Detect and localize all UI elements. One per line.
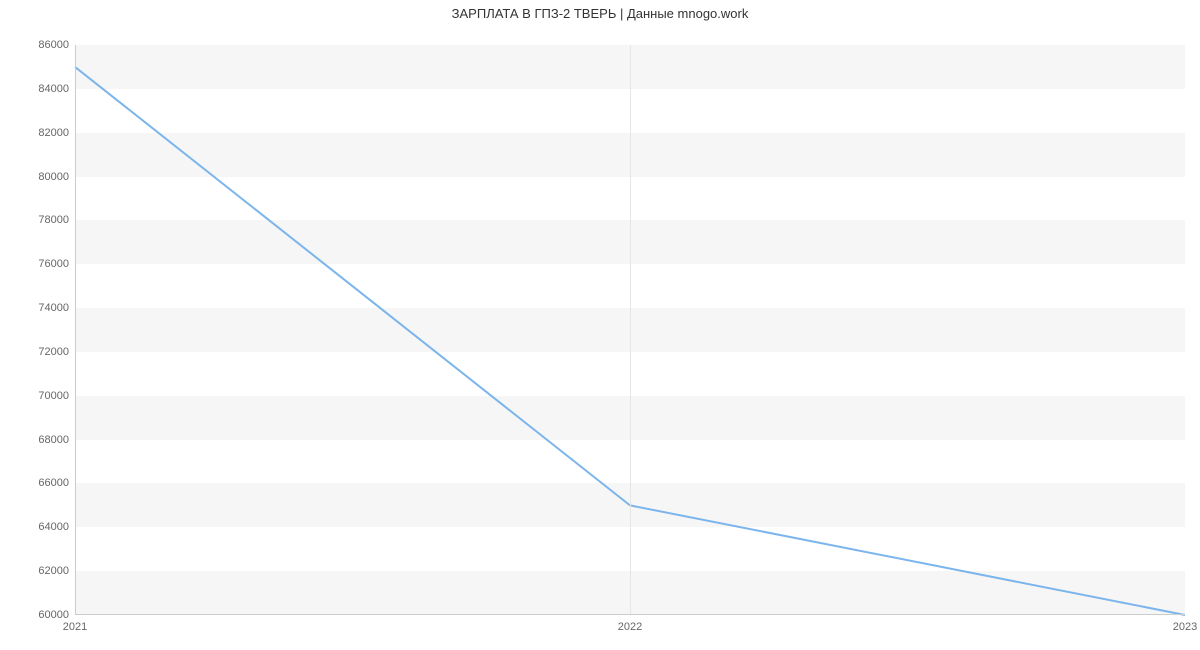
y-tick-label: 64000 [38, 521, 75, 533]
chart-title: ЗАРПЛАТА В ГПЗ-2 ТВЕРЬ | Данные mnogo.wo… [0, 6, 1200, 21]
y-tick-label: 70000 [38, 390, 75, 402]
x-tick-label: 2022 [618, 615, 642, 633]
y-tick-label: 74000 [38, 302, 75, 314]
plot-area: 6000062000640006600068000700007200074000… [75, 45, 1185, 615]
y-tick-label: 82000 [38, 127, 75, 139]
y-tick-label: 72000 [38, 346, 75, 358]
y-tick-label: 84000 [38, 83, 75, 95]
x-tick-label: 2021 [63, 615, 87, 633]
y-tick-label: 86000 [38, 39, 75, 51]
x-tick-label: 2023 [1173, 615, 1197, 633]
line-chart: ЗАРПЛАТА В ГПЗ-2 ТВЕРЬ | Данные mnogo.wo… [0, 0, 1200, 650]
y-tick-label: 62000 [38, 565, 75, 577]
x-grid-line [630, 45, 631, 615]
y-tick-label: 78000 [38, 214, 75, 226]
y-tick-label: 76000 [38, 258, 75, 270]
y-axis-line [75, 45, 76, 615]
y-tick-label: 66000 [38, 477, 75, 489]
y-tick-label: 68000 [38, 434, 75, 446]
y-tick-label: 80000 [38, 171, 75, 183]
x-axis-line [75, 614, 1185, 615]
